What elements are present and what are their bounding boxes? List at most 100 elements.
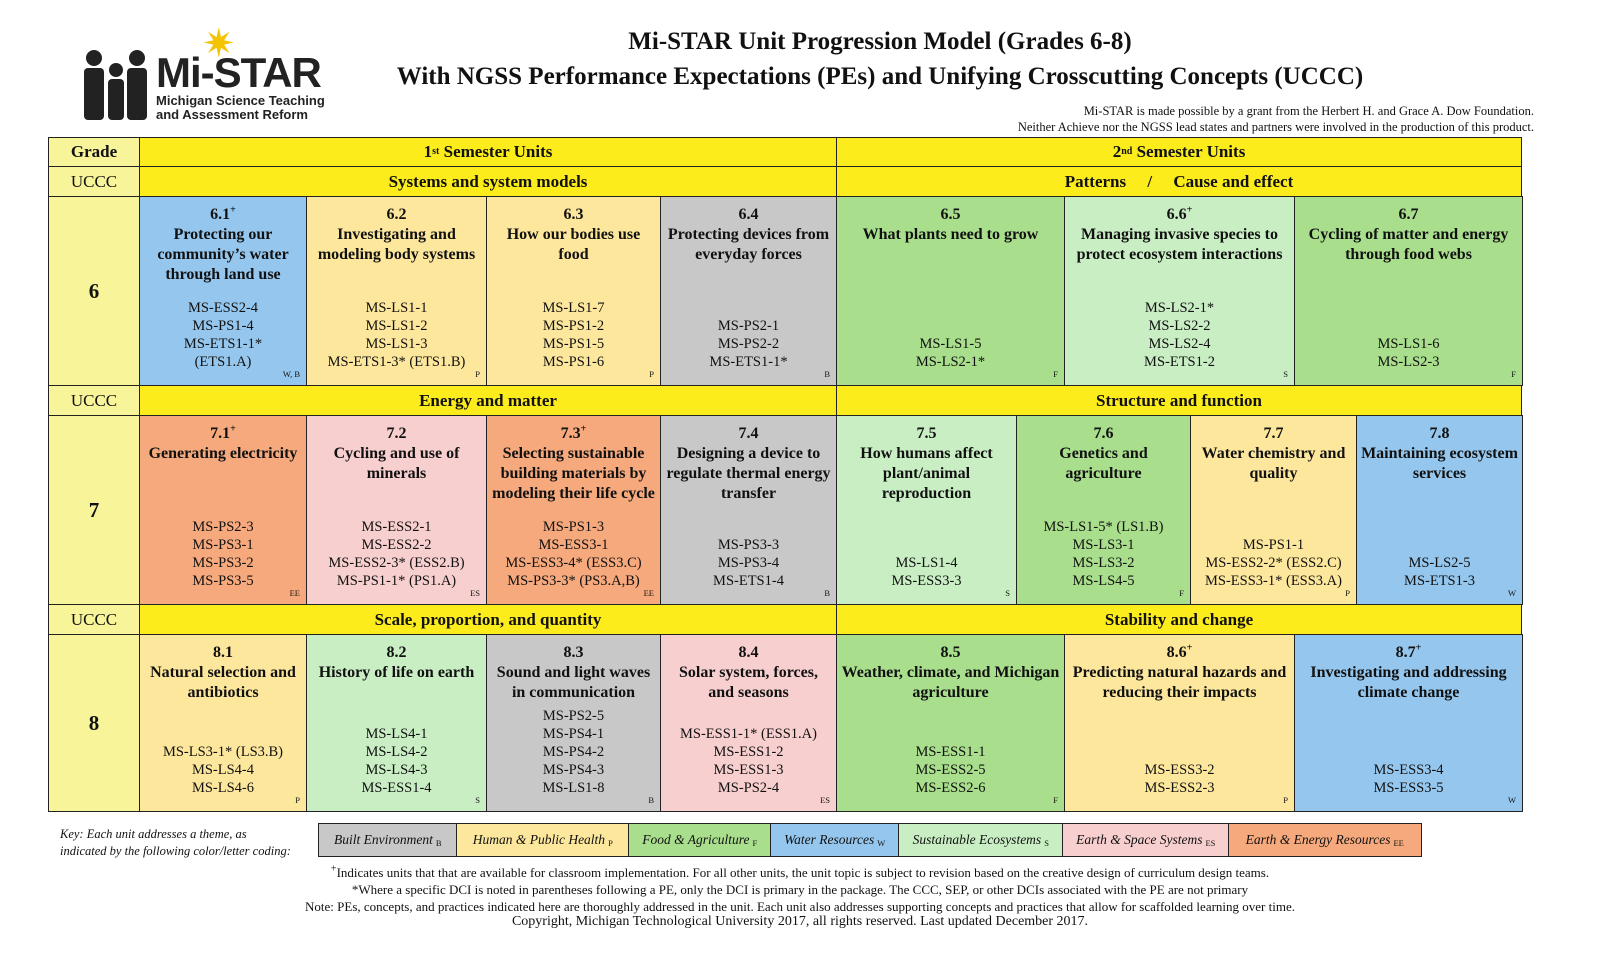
pe-code: MS-ETS1-3 — [1404, 573, 1475, 589]
key-name: Built Environment — [333, 832, 433, 847]
unit-6-5: 6.5 What plants need to grow MS-LS1-5 MS-LS… — [836, 196, 1065, 386]
performance-expectations: MS-PS2-1 MS-PS2-2 MS-ETS1-1* — [661, 317, 836, 371]
pe-code: MS-PS1-1 — [1242, 537, 1305, 553]
theme-code: P — [295, 795, 300, 805]
unit-8-6: 8.6+ Predicting natural hazards and reduc… — [1064, 634, 1295, 812]
pe-code: MS-LS4-4 — [191, 762, 255, 778]
theme-code: P — [649, 369, 654, 379]
pe-code: MS-PS3-1 — [192, 537, 254, 553]
pe-code: MS-LS1-5 — [919, 336, 982, 352]
unit-number: 6.4 — [738, 206, 759, 223]
pe-code: MS-LS2-4 — [1148, 336, 1211, 352]
key-letter: EE — [1393, 838, 1404, 848]
unit-title: Generating electricity — [148, 445, 298, 462]
footnote-available: +Indicates units that that are available… — [330, 863, 1270, 880]
mi-star-logo: ✷ Mi-STAR Michigan Science Teaching and A… — [82, 24, 332, 125]
key-item-b: Built Environment B — [318, 823, 458, 857]
theme-code: F — [1511, 369, 1516, 379]
unit-8-3: 8.3 Sound and light waves in communicatio… — [486, 634, 661, 812]
unit-title: Protecting our community’s water through… — [157, 226, 289, 283]
performance-expectations: MS-PS1-3 MS-ESS3-1 MS-ESS3-4* (ESS3.C) MS-P… — [487, 518, 660, 590]
pe-code: MS-PS2-3 — [192, 519, 254, 535]
unit-title: Water chemistry and quality — [1201, 445, 1346, 482]
unit-6-1: 6.1+ Protecting our community’s water thr… — [139, 196, 307, 386]
performance-expectations: MS-LS1-7 MS-PS1-2 MS-PS1-5 MS-PS1-6 — [487, 299, 660, 371]
theme-g8-sem1: Scale, proportion, and quantity — [139, 604, 837, 635]
unit-7-5: 7.5 How humans affect plant/animal reprod… — [836, 415, 1017, 605]
unit-title: Designing a device to regulate thermal e… — [666, 445, 831, 502]
performance-expectations: MS-LS2-5 MS-ETS1-3 — [1357, 554, 1522, 590]
performance-expectations: MS-ESS3-4 MS-ESS3-5 — [1295, 761, 1522, 797]
unit-number: 7.1+ — [210, 423, 236, 442]
unit-title: How humans affect plant/animal reproduct… — [860, 445, 993, 502]
pe-code: MS-PS3-3* (PS3.A,B) — [507, 573, 640, 589]
logo-brand: Mi-STAR — [156, 49, 322, 96]
pe-code: MS-LS1-8 — [542, 780, 605, 796]
unit-8-2: 8.2 History of life on earth MS-LS4-1 MS-LS… — [306, 634, 487, 812]
unit-title: Sound and light waves in communication — [496, 664, 651, 701]
pe-code: MS-ESS1-1* (ESS1.A) — [680, 726, 817, 742]
pe-code: MS-LS4-6 — [191, 780, 255, 796]
pe-code: MS-LS1-5* (LS1.B) — [1043, 519, 1164, 535]
pe-code: MS-ESS2-3* (ESS2.B) — [328, 555, 465, 571]
pe-code: MS-PS1-6 — [542, 354, 605, 370]
available-mark: + — [1415, 642, 1422, 654]
theme-code: W, B — [282, 369, 300, 379]
theme-code: ES — [470, 588, 480, 598]
footnote-dci: *Where a specific DCI is noted in parent… — [351, 882, 1249, 897]
performance-expectations: MS-ESS2-1 MS-ESS2-2 MS-ESS2-3* (ESS2.B) MS-… — [307, 518, 486, 590]
unit-number: 8.7+ — [1395, 642, 1422, 661]
unit-number: 7.7 — [1263, 425, 1284, 442]
unit-7-2: 7.2 Cycling and use of minerals MS-ESS2-1 M… — [306, 415, 487, 605]
unit-number: 6.2 — [386, 206, 407, 223]
uccc-label: UCCC — [48, 604, 140, 635]
theme-code: W — [1507, 795, 1516, 805]
theme-g7-sem2: Structure and function — [836, 385, 1522, 416]
performance-expectations: MS-PS3-3 MS-PS3-4 MS-ETS1-4 — [661, 536, 836, 590]
key-name: Earth & Space Systems — [1076, 832, 1203, 847]
pe-code: MS-PS4-3 — [542, 762, 605, 778]
theme-code: EE — [643, 588, 654, 598]
pe-code: MS-LS4-2 — [365, 744, 428, 760]
performance-expectations: MS-ESS1-1 MS-ESS2-5 MS-ESS2-6 — [837, 743, 1064, 797]
pe-code: MS-LS1-1 — [365, 300, 428, 316]
pe-code: MS-ESS2-3 — [1144, 780, 1215, 796]
unit-7-4: 7.4 Designing a device to regulate therma… — [660, 415, 837, 605]
pe-code: MS-ESS2-2 — [361, 537, 432, 553]
key-letter: P — [608, 838, 613, 848]
unit-number: 7.4 — [738, 425, 759, 442]
star-icon: ✷ — [202, 21, 236, 66]
pe-code: MS-ESS3-2 — [1144, 762, 1215, 778]
pe-code: MS-ESS3-3 — [891, 573, 962, 589]
pe-code: MS-ETS1-1* — [183, 336, 263, 352]
key-name: Human & Public Health — [472, 832, 606, 847]
key-letter: F — [752, 838, 758, 848]
pe-code: MS-ESS2-6 — [915, 780, 986, 796]
pe-code: MS-PS1-1* (PS1.A) — [336, 573, 457, 589]
unit-title: How our bodies use food — [506, 226, 641, 263]
unit-number: 6.6+ — [1166, 204, 1193, 223]
performance-expectations: MS-LS1-1 MS-LS1-2 MS-LS1-3 MS-ETS1-3* (ETS1… — [307, 299, 486, 371]
theme-code: B — [824, 588, 830, 598]
disclaimer: Neither Achieve nor the NGSS lead states… — [1017, 120, 1534, 134]
pe-code: MS-ESS1-1 — [915, 744, 986, 760]
theme-code: P — [1283, 795, 1288, 805]
available-mark: + — [230, 204, 236, 216]
unit-7-7: 7.7 Water chemistry and quality MS-PS1-1 MS… — [1190, 415, 1357, 605]
logo-subtitle: Michigan Science Teaching and Assessment … — [156, 93, 325, 122]
pe-code: MS-PS1-4 — [192, 318, 254, 334]
pe-code: MS-LS3-2 — [1072, 555, 1135, 571]
pe-code: MS-PS2-2 — [717, 336, 780, 352]
unit-number: 8.1 — [213, 644, 233, 661]
performance-expectations: MS-PS2-5 MS-PS4-1 MS-PS4-2 MS-PS4-3 MS-LS1-8 — [487, 707, 660, 797]
pe-code: MS-PS3-5 — [192, 573, 254, 589]
unit-number: 6.1+ — [210, 204, 236, 223]
unit-7-3: 7.3+ Selecting sustainable building mater… — [486, 415, 661, 605]
pe-code: MS-ESS3-4* (ESS3.C) — [505, 555, 642, 571]
pe-code: MS-PS2-1 — [717, 318, 780, 334]
unit-title: Selecting sustainable building materials… — [492, 445, 655, 502]
key-letter: B — [435, 838, 442, 848]
people-figures-icon — [84, 50, 147, 120]
